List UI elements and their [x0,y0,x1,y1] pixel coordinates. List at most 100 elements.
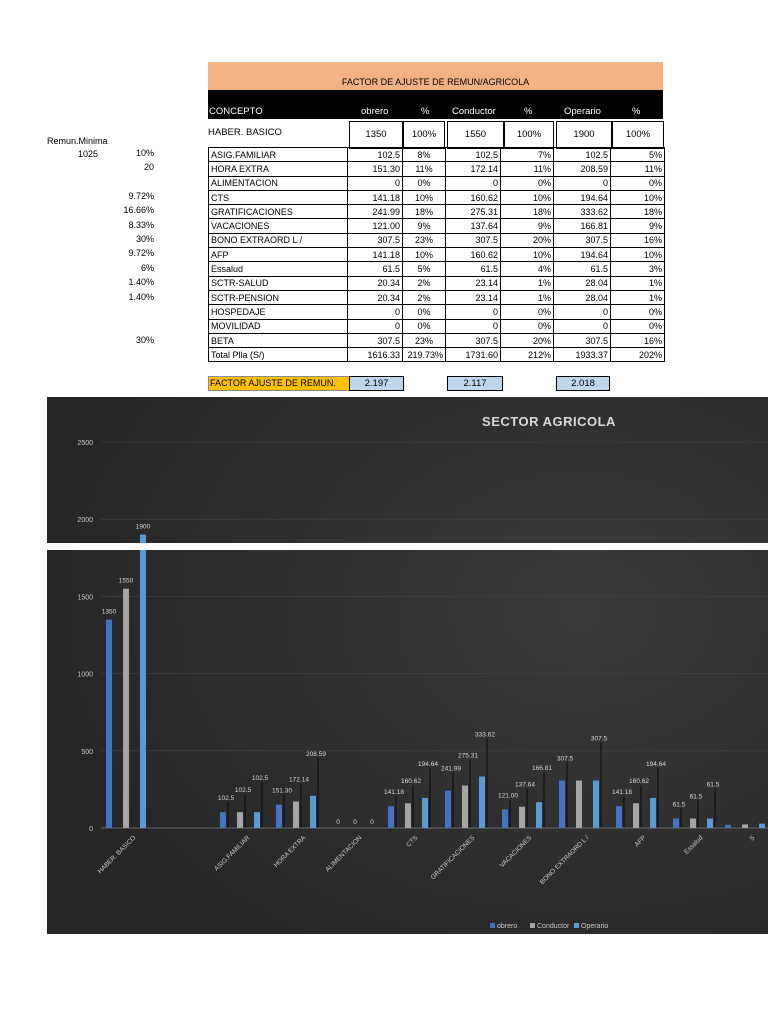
x-tick-label: S [748,834,756,842]
value-cell: 11% [610,161,665,177]
value-cell: 23% [402,332,446,349]
bar-operario [310,795,316,828]
bar-conductor [405,803,411,828]
bar-obrero [725,824,731,828]
value-cell: 0 [445,175,501,191]
chart-background [47,397,768,934]
value-cell: 61.5 [445,261,501,277]
value-cell: 0% [610,304,665,320]
data-label: 151.30 [272,788,292,795]
value-cell: 307.5 [347,332,403,349]
bar-conductor [742,824,748,828]
concept-haber-basico: HABER. BASICO [208,127,282,138]
value-cell: 18% [610,204,665,220]
bar-operario [759,823,765,828]
bar-operario [422,797,428,828]
value-cell: 212% [500,347,554,363]
factor-cell: 30% [135,334,154,345]
bar-obrero [616,806,622,828]
value-cell: 160.62 [445,247,501,263]
value-cell: 0 [445,318,501,334]
bar-conductor [633,803,639,828]
value-cell: 9% [402,218,446,234]
table-row: Total Plla (S/) 1616.33 219.73% 1731.60 212%… [208,347,665,363]
header-concepto: CONCEPTO [209,106,263,117]
bar-operario [593,780,599,828]
value-cell: 5% [610,146,665,163]
value-cell: 0% [500,175,554,191]
value-cell: 307.5 [553,232,611,249]
data-label: 102.5 [252,775,269,782]
table-row: BETA 307.5 23% 307.5 20% 307.5 16% [208,332,665,349]
table-row: VACACIONES 121.00 9% 137.64 9% 166.81 9% [208,218,665,234]
value-cell: 23% [402,232,446,249]
data-label: 160.62 [401,778,421,785]
legend-label: Conductor [537,923,570,930]
bar-chart: SECTOR AGRICOLA 0 500 1000 1500 2000 2500 135… [47,397,768,934]
value-cell: 102.5 [347,146,403,163]
value-cell: 121.00 [347,218,403,234]
value-cell: 2% [402,289,446,306]
factor-ajuste-conductor: 2.117 [447,376,503,391]
value-cell: 0 [553,175,611,191]
concept-cell: HORA EXTRA [208,161,348,177]
concept-cell: ASIG.FAMILIAR [208,146,348,163]
basic-obrero: 1350 [349,121,403,149]
data-label: 333.62 [475,731,495,738]
table-header: CONCEPTO obrero % Conductor % Operario % [208,90,663,119]
table-row: MOVILIDAD 0 0% 0 0% 0 0% [208,318,665,334]
y-tick-label: 0 [89,826,93,833]
bar-conductor [237,812,243,828]
bar-conductor [576,780,582,828]
value-cell: 0% [500,318,554,334]
value-cell: 18% [500,204,554,220]
y-tick-label: 1500 [77,594,93,601]
value-cell: 4% [500,261,554,277]
factor-ajuste-operario: 2.018 [556,376,610,391]
factor-cell: 20 [143,162,154,173]
data-label: 0 [370,819,374,826]
bars [106,534,765,828]
header-conductor: Conductor [452,106,496,117]
value-cell: 0 [445,304,501,320]
value-cell: 1731.60 [445,347,501,363]
factor-cell: 1.40% [128,291,154,302]
sheet-title: FACTOR DE AJUSTE DE REMUN/AGRICOLA [208,62,663,90]
data-label: 102.5 [218,795,235,802]
value-cell: 275.31 [445,204,501,220]
concept-cell: SCTR-SALUD [208,275,348,291]
factor-cell: 10% [135,148,154,158]
value-cell: 20% [500,332,554,349]
bar-obrero [559,780,565,828]
data-label: 275.31 [458,752,478,759]
value-cell: 160.62 [445,189,501,206]
value-cell: 11% [500,161,554,177]
data-label: 1350 [102,609,117,616]
concept-cell: VACACIONES [208,218,348,234]
bar-obrero [220,812,226,828]
value-cell: 28.04 [553,275,611,291]
value-cell: 0% [610,318,665,334]
concept-cell: AFP [208,247,348,263]
data-label: 121.00 [498,792,518,799]
value-cell: 0% [402,175,446,191]
data-label: 1900 [136,524,151,531]
value-cell: 5% [402,261,446,277]
legend-label: Operario [581,923,608,930]
legend-swatch [574,923,579,928]
factor-ajuste-label: FACTOR AJUSTE DE REMUN. [208,376,350,391]
table-row: SCTR-SALUD 20.34 2% 23.14 1% 28.04 1% [208,275,665,291]
table-row: GRATIFICACIONES 241.99 18% 275.31 18% 333.62 1… [208,204,665,220]
bar-obrero [445,790,451,828]
value-cell: 8% [402,146,446,163]
data-label: 241.99 [441,766,461,773]
value-cell: 307.5 [553,332,611,349]
data-label: 0 [336,819,340,826]
remun-minima-value: 1025 [78,149,99,159]
bar-obrero [502,809,508,828]
factor-ajuste-obrero: 2.197 [349,376,404,391]
table-row: AFP 141.18 10% 160.62 10% 194.64 10% [208,247,665,263]
value-cell: 219.73% [402,347,446,363]
value-cell: 61.5 [553,261,611,277]
y-tick-label: 500 [81,749,93,756]
